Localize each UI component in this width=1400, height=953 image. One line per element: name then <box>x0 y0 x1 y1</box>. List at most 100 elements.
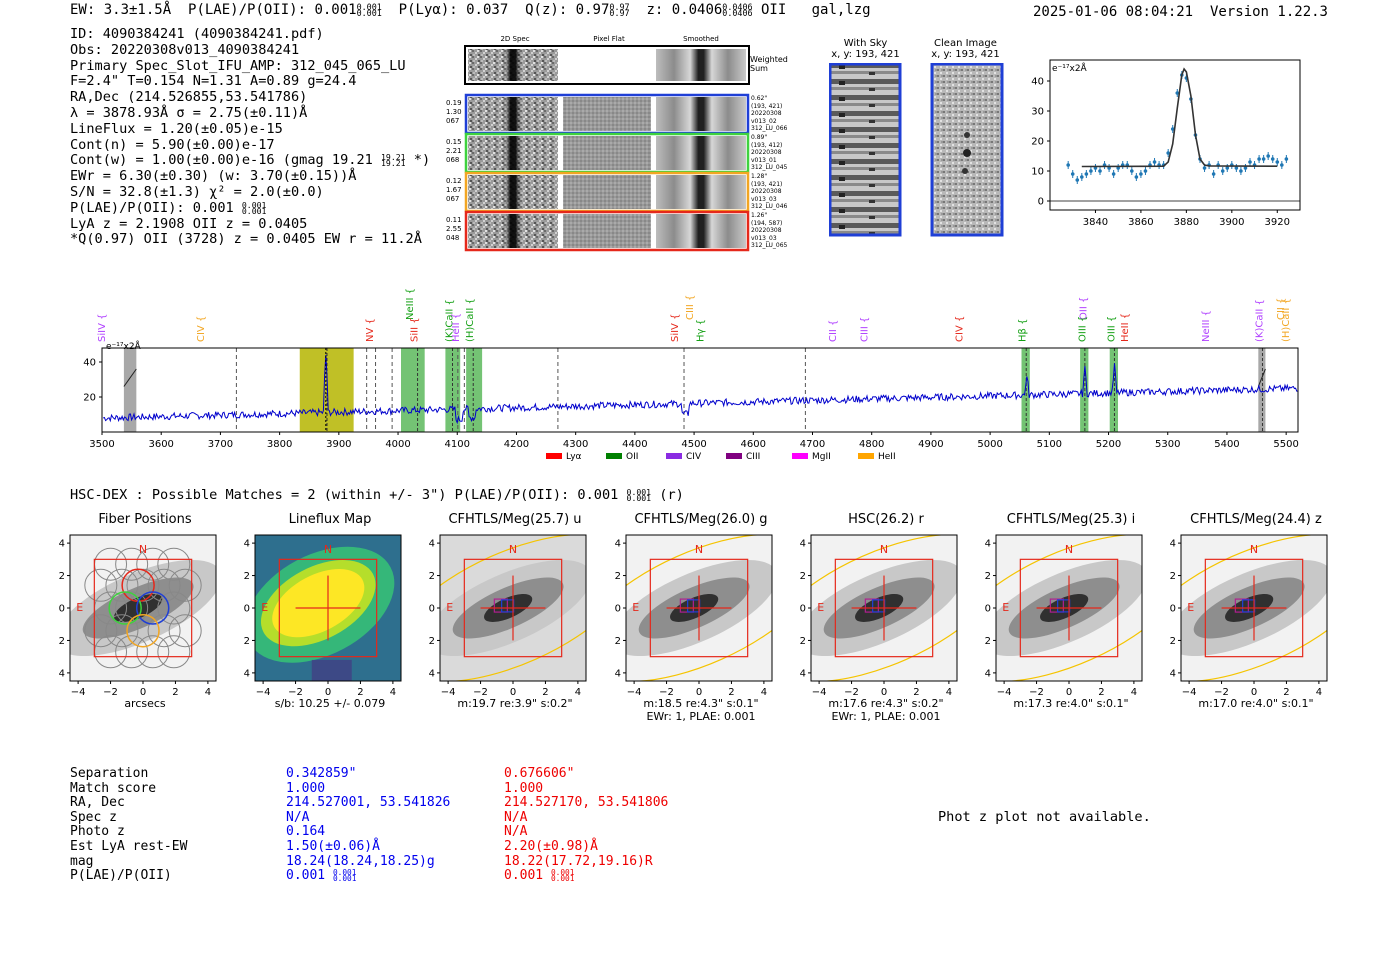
panel-caption: arcsecs <box>124 697 166 710</box>
match-value: N/A <box>504 809 528 825</box>
x-tick-label: 4 <box>390 687 396 698</box>
header-version: Version 1.22.3 <box>1209 4 1328 20</box>
y-tick-label: 4 <box>615 668 621 679</box>
x-tick-label: 4200 <box>504 439 529 450</box>
y-tick-label: 0 <box>59 604 65 615</box>
data-point <box>1248 160 1252 164</box>
x-tick-label: 4100 <box>445 439 470 450</box>
weighted-smoothed-stamp <box>656 49 746 81</box>
cutout-row-meta: 0.12 1.67 067 <box>446 177 462 203</box>
fiber-circle <box>157 547 191 581</box>
x-tick-label: 0 <box>696 687 702 698</box>
legend-label: MgII <box>812 452 831 462</box>
line-window <box>123 348 137 432</box>
fiber-circle <box>168 614 202 648</box>
match-row-label: Est LyA rest-EW <box>70 838 188 854</box>
line-name-label: CIII { <box>685 295 696 320</box>
info-id: ID: 4090384241 (4090384241.pdf) <box>70 26 324 42</box>
header-qz: Q(z): 0.97 <box>525 2 610 18</box>
legend-label: HeII <box>878 452 896 462</box>
header-ew: EW: 3.3±1.5Å <box>70 2 172 18</box>
match-box <box>1242 599 1256 613</box>
cutout-row-meta: 0.15 2.21 068 <box>446 138 462 164</box>
x-tick-label: −2 <box>844 687 859 698</box>
x-tick-label: 4000 <box>385 439 410 450</box>
line-name-label: NeIII { <box>1201 310 1212 342</box>
x-tick-label: 5300 <box>1155 439 1180 450</box>
hscdex-title: HSC-DEX : Possible Matches = 2 (within +… <box>70 486 684 503</box>
fiber-circle <box>115 591 149 625</box>
y-tick-label: 40 <box>83 358 96 369</box>
y-tick-label: 2 <box>1170 571 1176 582</box>
aperture-ellipse <box>811 535 957 681</box>
x-tick-label: 2 <box>542 687 548 698</box>
fiber-circle <box>157 591 191 625</box>
cutout-smooth-stamp <box>656 136 746 170</box>
match-box <box>1049 598 1064 613</box>
fiber-circle <box>147 568 181 602</box>
y-tick-label: 4 <box>985 668 991 679</box>
y-tick-label: 4 <box>429 539 435 550</box>
fiber-circle <box>168 568 202 602</box>
y-tick-label: 4 <box>59 539 65 550</box>
east-label: E <box>817 601 824 614</box>
y-tick-label: 20 <box>83 393 96 404</box>
x-tick-label: 4 <box>761 687 767 698</box>
x-tick-label: 3700 <box>208 439 233 450</box>
search-box <box>93 558 193 658</box>
data-point <box>1243 166 1248 170</box>
cutout-row-info: 1.28" (193, 421) 20220308 v013_03 312_LU_046 <box>751 173 788 210</box>
match-value: 1.50(±0.06)Å <box>286 838 380 854</box>
header-timestamp: 2025-01-06 08:04:21 <box>1032 4 1194 20</box>
cutout-flat-stamp <box>563 97 651 131</box>
header-timestamp-version: 2025-01-06 08:04:21 Version 1.22.3 <box>1033 4 1328 20</box>
match-row-label: Separation <box>70 766 149 781</box>
hatch <box>1257 368 1266 387</box>
info-contn: Cont(n) = 5.90(±0.00)e-17 <box>70 136 275 153</box>
line-window <box>466 348 483 432</box>
y-tick-label: 2 <box>985 636 991 647</box>
y-tick-label: 2 <box>244 636 250 647</box>
legend-swatch <box>666 453 682 459</box>
x-tick-label: −4 <box>71 687 86 698</box>
panel-title: Fiber Positions <box>98 512 192 527</box>
data-point <box>1280 163 1284 167</box>
match-row-label: Match score <box>70 780 157 796</box>
y-tick-label: 0 <box>985 604 991 615</box>
data-point <box>1166 151 1170 155</box>
x-tick-label: −4 <box>812 687 827 698</box>
search-box <box>278 558 378 658</box>
line-name-label: CIV { <box>954 316 965 342</box>
flux-peak <box>272 569 365 638</box>
match-value: 214.527170, 53.541806 <box>504 795 669 811</box>
y-tick-label: 2 <box>985 571 991 582</box>
panel-image <box>70 535 216 681</box>
x-tick-label: 0 <box>1066 687 1072 698</box>
north-label: N <box>695 543 703 556</box>
line-name-label: SiII { <box>410 317 421 342</box>
data-point <box>1220 169 1225 173</box>
data-point <box>1143 169 1148 173</box>
match-value: 0.001 0.001 0.001 <box>286 867 357 884</box>
x-tick-label: 5100 <box>1037 439 1062 450</box>
legend-swatch <box>726 453 742 459</box>
x-tick-label: 0 <box>1251 687 1257 698</box>
data-point <box>1175 91 1180 95</box>
north-label: N <box>509 543 517 556</box>
fiber-circle <box>147 614 181 648</box>
fiber-highlight <box>108 591 142 625</box>
y-tick-label: 0 <box>1170 604 1176 615</box>
line-name-label: Hγ { <box>696 319 707 342</box>
north-label: N <box>1250 543 1258 556</box>
info-obs: Obs: 20220308v013_4090384241 <box>70 41 300 58</box>
data-point <box>1075 178 1080 182</box>
y-tick-label: 20 <box>1031 137 1044 148</box>
line-name-label: CII { <box>1276 298 1287 320</box>
legend-label: CIII <box>746 452 760 462</box>
aperture-ellipse <box>440 535 586 681</box>
fiber-highlight <box>126 613 160 648</box>
match-value: 0.164 <box>286 824 326 840</box>
line-name-label: SiIV { <box>670 314 681 342</box>
header-plae: P(LAE)/P(OII): 0.001 <box>188 2 357 18</box>
panel-img: N E −4 4 −2 2 0 0 2 2 4 4 <box>985 534 1143 698</box>
